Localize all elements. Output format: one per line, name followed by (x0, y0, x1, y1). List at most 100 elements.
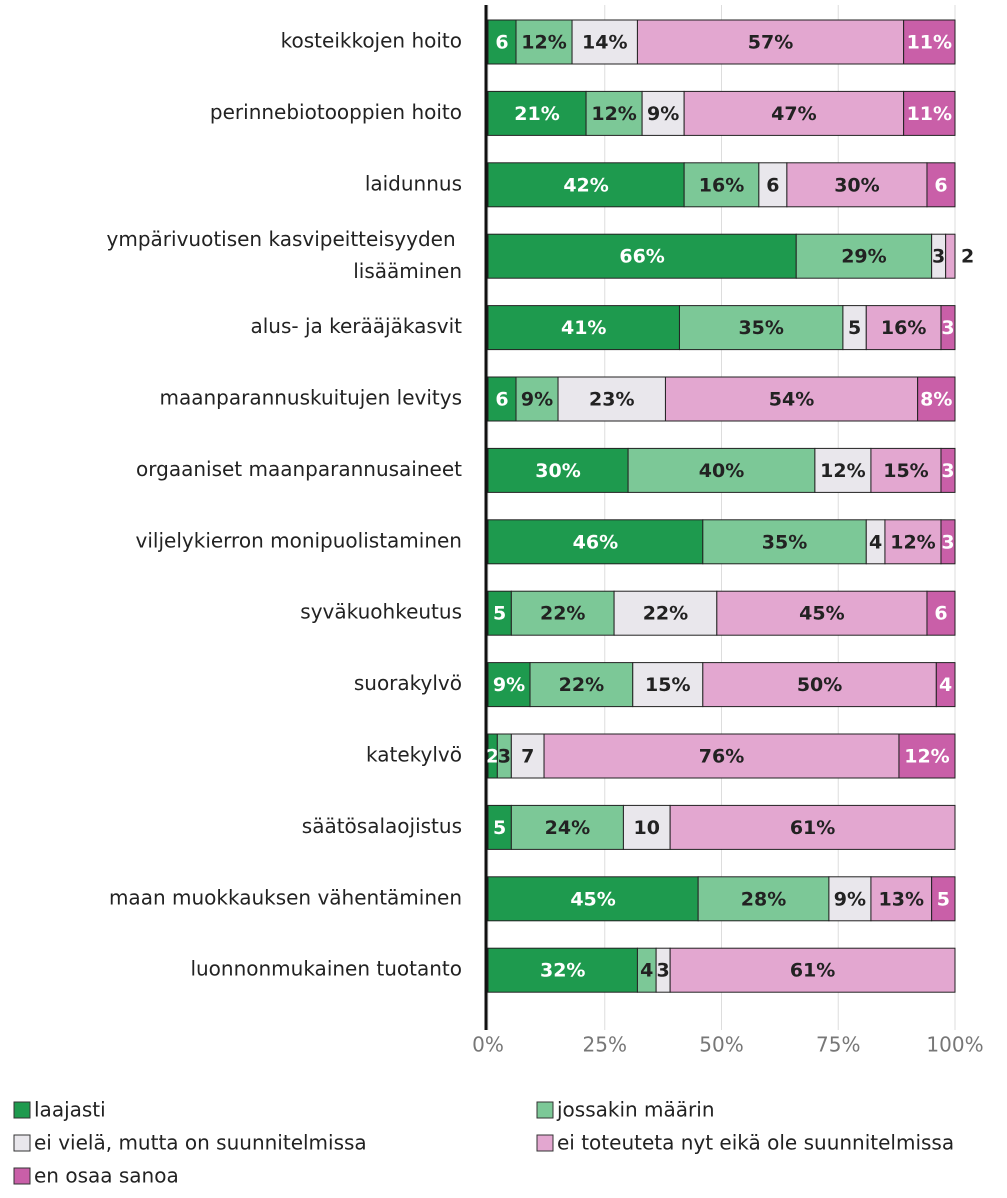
bar-segment (487, 447, 629, 493)
bar-segment (940, 519, 956, 565)
bar-segment (870, 447, 942, 493)
value-label: 54% (769, 389, 814, 411)
bar-segment (669, 947, 956, 993)
bar-segment (487, 90, 587, 136)
bar-segment (795, 233, 933, 279)
value-label: 61% (790, 817, 835, 839)
x-tick-label: 100% (926, 1033, 983, 1057)
value-label: 41% (561, 317, 606, 339)
value-label: 22% (540, 603, 585, 625)
value-label: 12% (591, 103, 636, 125)
x-tick-label: 50% (699, 1033, 743, 1057)
value-label: 50% (797, 674, 842, 696)
category-label: perinnebiotooppien hoito (210, 100, 462, 124)
bar-segment (487, 162, 685, 208)
value-label: 10 (634, 817, 660, 839)
value-label: 7 (521, 746, 534, 768)
value-label: 3 (498, 746, 511, 768)
bar-segment (678, 305, 844, 351)
value-label: 2 (486, 746, 499, 768)
value-label: 9% (493, 674, 525, 696)
x-tick-label: 0% (472, 1033, 504, 1057)
bar-segment (515, 19, 573, 65)
bar-segment (903, 19, 956, 65)
legend-label: laajasti (34, 1098, 106, 1122)
grid (487, 5, 956, 1030)
category-label: maanparannuskuitujen levitys (159, 386, 462, 410)
bar-segment (664, 376, 919, 422)
bar-segment (487, 305, 680, 351)
bar-segment (557, 376, 666, 422)
value-label: 2 (961, 246, 974, 268)
x-tick-label: 75% (816, 1033, 860, 1057)
value-label: 45% (799, 603, 844, 625)
value-label: 11% (907, 103, 952, 125)
value-label: 22% (559, 674, 604, 696)
category-label: syväkuohkeutus (300, 600, 462, 624)
bar-segment (814, 447, 872, 493)
value-label: 76% (699, 746, 744, 768)
bar-segment (632, 662, 704, 708)
bar-segment (945, 233, 956, 279)
value-label: 3 (941, 460, 954, 482)
value-label: 4 (939, 674, 952, 696)
bar-segment (898, 733, 956, 779)
value-label: 30% (834, 174, 879, 196)
category-label: orgaaniset maanparannusaineet (136, 457, 462, 481)
value-label: 66% (619, 246, 664, 268)
value-label: 16% (881, 317, 926, 339)
value-label: 5 (493, 603, 506, 625)
bar-segment (716, 590, 928, 636)
category-label: ympärivuotisen kasvipeitteisyyden lisääm… (107, 227, 462, 283)
bar-segment (510, 590, 615, 636)
value-label: 6 (495, 389, 508, 411)
legend-label: en osaa sanoa (34, 1164, 179, 1188)
value-label: 5 (848, 317, 861, 339)
category-label: suorakylvö (354, 671, 462, 695)
category-label: maan muokkauksen vähentäminen (109, 885, 462, 909)
value-label: 12% (521, 32, 566, 54)
bar-segment (487, 947, 638, 993)
legend-swatch (13, 1101, 31, 1119)
value-label: 12% (820, 460, 865, 482)
legend-label: ei vielä, mutta on suunnitelmissa (34, 1131, 367, 1155)
value-label: 30% (535, 460, 580, 482)
bar-segment (487, 876, 699, 922)
value-label: 3 (657, 960, 670, 982)
value-label: 9% (834, 888, 866, 910)
value-label: 9% (647, 103, 679, 125)
value-label: 22% (643, 603, 688, 625)
bar-segment (510, 804, 624, 850)
bar-segment (917, 376, 956, 422)
bar-segment (487, 233, 797, 279)
value-label: 9% (521, 389, 553, 411)
legend-swatch (13, 1167, 31, 1185)
value-label: 6 (934, 603, 947, 625)
bar-segment (884, 519, 942, 565)
bar-segment (697, 876, 830, 922)
bar-segment (571, 19, 638, 65)
bar-segment (487, 376, 517, 422)
category-label: kosteikkojen hoito (281, 29, 462, 53)
bar-segment (683, 90, 905, 136)
bar-segment (627, 447, 816, 493)
category-label: alus- ja kerääjäkasvit (250, 314, 462, 338)
category-label: säätösalaojistus (302, 814, 462, 838)
bar-segment (931, 876, 956, 922)
value-label: 4 (869, 531, 882, 553)
value-label: 3 (941, 531, 954, 553)
bar-segment (903, 90, 956, 136)
value-label: 46% (573, 531, 618, 553)
bar-segment (543, 733, 900, 779)
value-label: 57% (748, 32, 793, 54)
category-label: luonnonmukainen tuotanto (190, 957, 462, 981)
legend-label: ei toteuteta nyt eikä ole suunnitelmissa (557, 1131, 954, 1155)
bar-segment (758, 162, 788, 208)
category-label: laidunnus (365, 171, 462, 195)
bar-segment (940, 447, 956, 493)
legend-label: jossakin määrin (556, 1098, 715, 1122)
value-label: 35% (762, 531, 807, 553)
value-label: 15% (645, 674, 690, 696)
